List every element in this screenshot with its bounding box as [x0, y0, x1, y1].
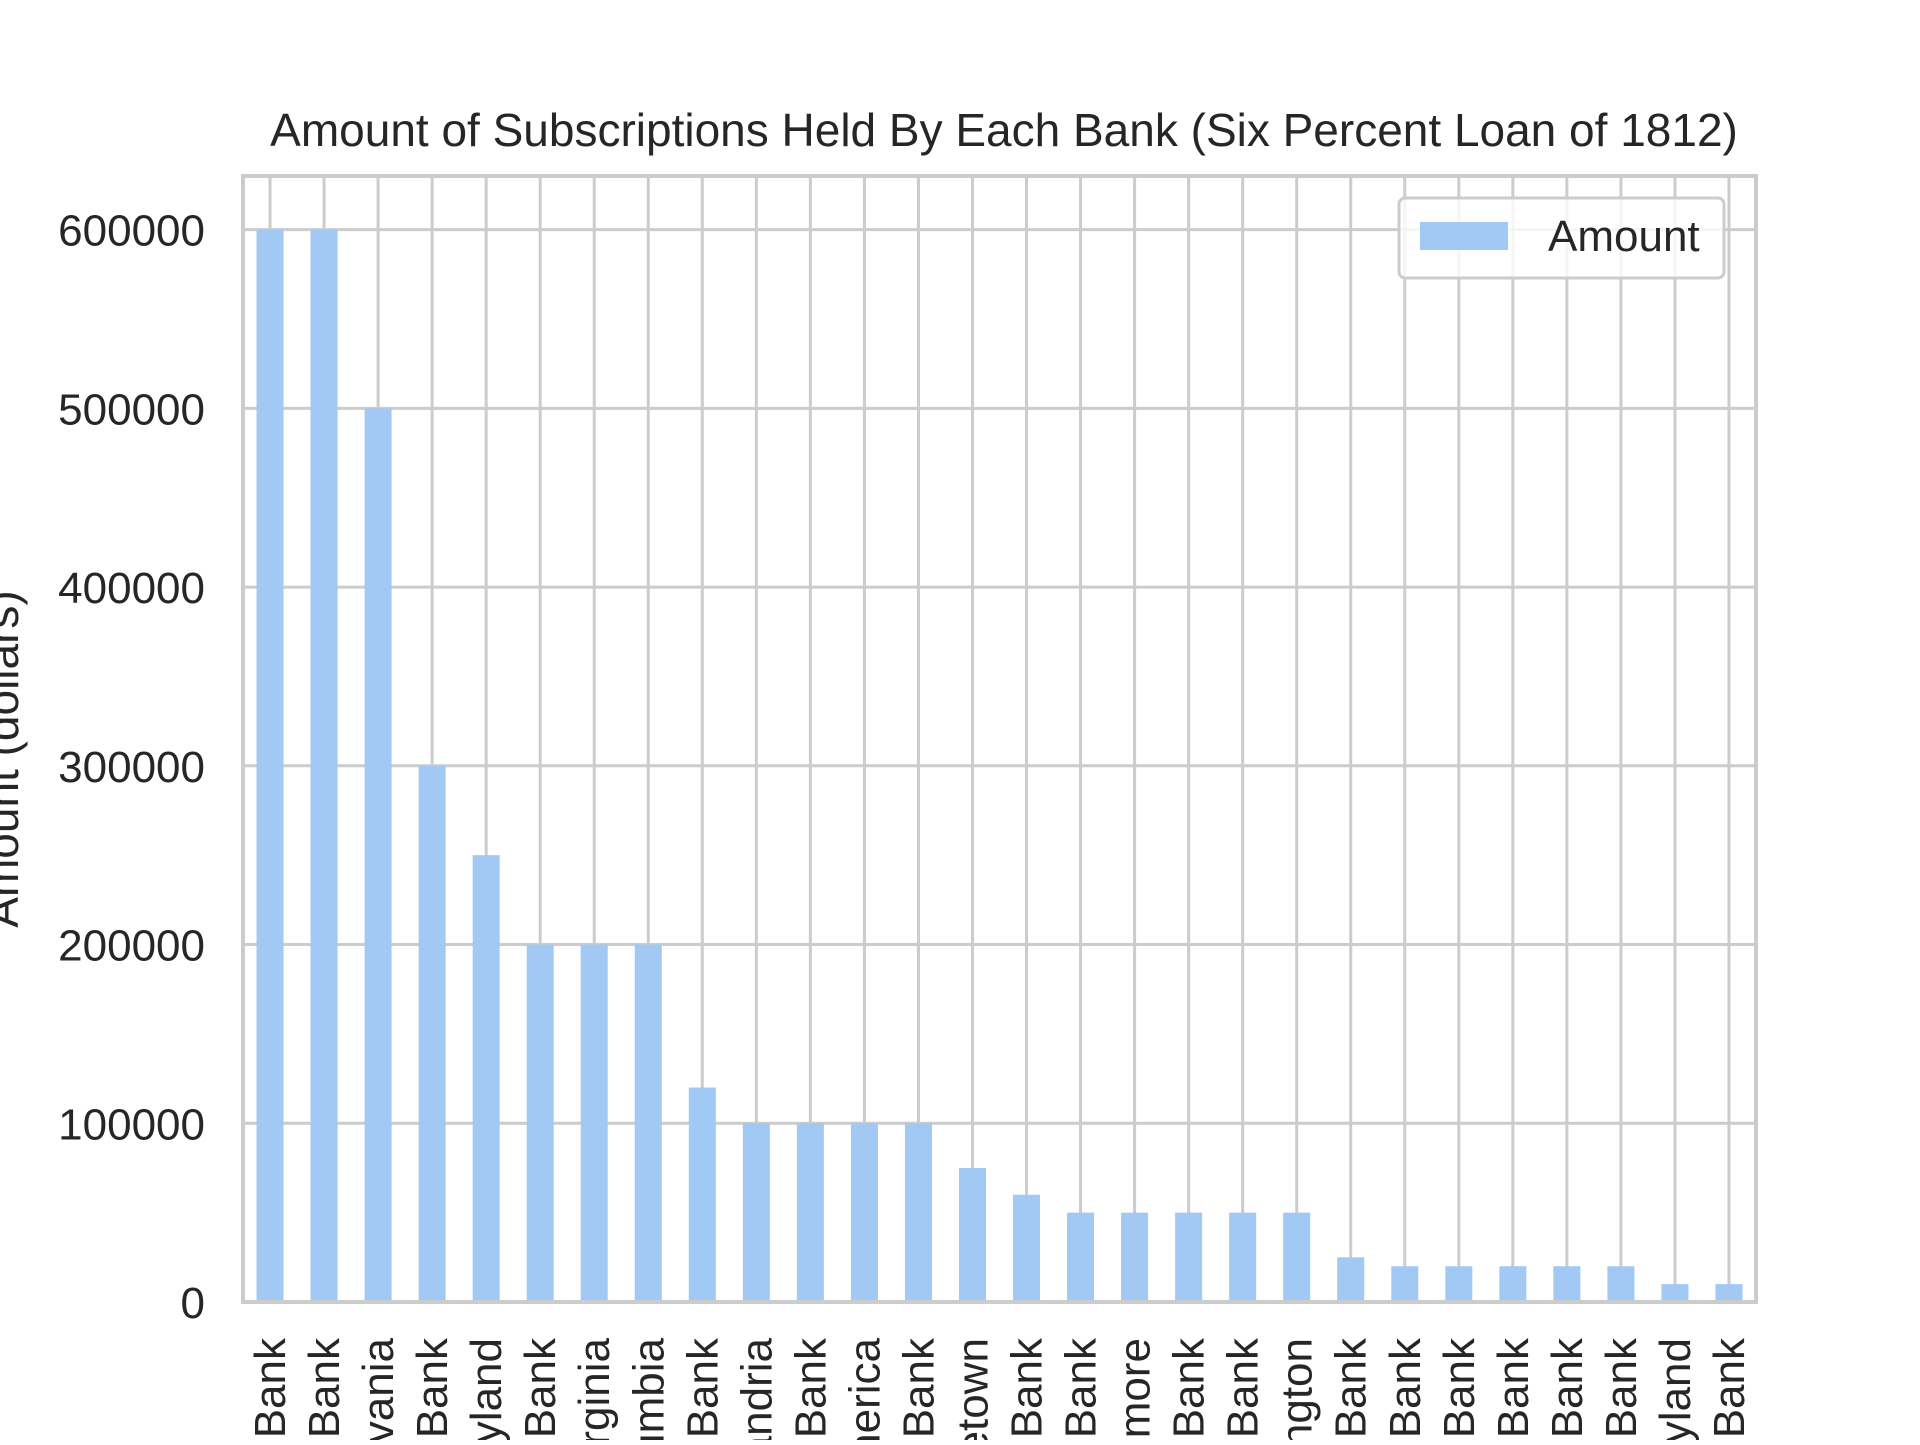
chart-title: Amount of Subscriptions Held By Each Ban… [270, 104, 1738, 156]
bar [1445, 1266, 1473, 1302]
x-tick-label: imore [1111, 1338, 1160, 1440]
x-tick-label: Bank [1003, 1337, 1052, 1438]
x-tick-label: Bank [1543, 1337, 1592, 1438]
y-tick-label: 0 [181, 1279, 205, 1328]
x-tick-label: irginia [570, 1337, 619, 1440]
x-tick-label: Bank [1057, 1337, 1106, 1438]
x-tick-label: umbia [624, 1337, 673, 1440]
x-tick-label: lvania [354, 1337, 403, 1440]
y-tick-label: 500000 [58, 385, 205, 434]
bar [1229, 1212, 1257, 1302]
bar [1175, 1212, 1203, 1302]
x-tick-label: Bank [1381, 1337, 1430, 1438]
bar [850, 1123, 878, 1302]
y-axis-label: Amount (dollars) [0, 590, 28, 927]
x-tick-label: Bank [1219, 1337, 1268, 1438]
bar [1661, 1284, 1689, 1302]
bar [1121, 1212, 1149, 1302]
bar [1715, 1284, 1743, 1302]
x-tick-label: nerica [840, 1337, 889, 1440]
bar [526, 944, 554, 1302]
bar [904, 1123, 932, 1302]
x-tick-label: Bank [1705, 1337, 1754, 1438]
y-tick-label: 300000 [58, 743, 205, 792]
x-tick-label: ryland [462, 1338, 511, 1440]
x-tick-label: Bank [1327, 1337, 1376, 1438]
legend: Amount [1397, 196, 1726, 280]
x-tick-label: Bank [678, 1337, 727, 1438]
x-tick-label: Bank [408, 1337, 457, 1438]
x-tick-label: Bank [1489, 1337, 1538, 1438]
x-tick-label: andria [732, 1337, 781, 1440]
bar [1067, 1212, 1095, 1302]
bar [1499, 1266, 1527, 1302]
grid-lines [243, 176, 1756, 1304]
bar [580, 944, 608, 1302]
legend-swatch [1420, 222, 1508, 250]
x-tick-label: ngton [1273, 1338, 1322, 1440]
bar [796, 1123, 824, 1302]
bar [742, 1123, 770, 1302]
x-tick-label: etown [948, 1338, 997, 1440]
x-tick-label: Bank [516, 1337, 565, 1438]
bars [256, 229, 1743, 1303]
bar [688, 1087, 716, 1302]
bar [1013, 1194, 1041, 1302]
x-tick-labels: Bank Bank lvania Bank ryland Bank irginia umbia… [246, 1337, 1754, 1445]
bar [472, 855, 500, 1302]
x-tick-label: Bank [894, 1337, 943, 1438]
bar [1391, 1266, 1419, 1302]
x-tick-label: Bank [1165, 1337, 1214, 1438]
x-tick-label: ryland [1651, 1338, 1700, 1440]
x-tick-label: Bank [300, 1337, 349, 1438]
bar [634, 944, 662, 1302]
y-tick-label: 100000 [58, 1100, 205, 1149]
x-tick-label: Bank [1597, 1337, 1646, 1438]
y-tick-label: 200000 [58, 922, 205, 971]
bar [418, 765, 446, 1302]
bar [256, 229, 284, 1303]
bar [1283, 1212, 1311, 1302]
bar [958, 1167, 986, 1302]
legend-frame [1397, 196, 1726, 280]
bar [364, 408, 392, 1302]
legend-label: Amount [1548, 212, 1700, 261]
y-tick-label: 600000 [58, 207, 205, 256]
bar [1553, 1266, 1581, 1302]
x-tick-label: Bank [246, 1337, 295, 1438]
bar [1337, 1257, 1365, 1302]
bar [310, 229, 338, 1303]
y-tick-label: 400000 [58, 564, 205, 613]
y-tick-labels: 0 100000 200000 300000 400000 500000 600000 [58, 207, 205, 1328]
plot-frame [241, 174, 1758, 1304]
x-tick-label: Bank [1435, 1337, 1484, 1438]
bar [1607, 1266, 1635, 1302]
x-tick-label: Bank [786, 1337, 835, 1438]
